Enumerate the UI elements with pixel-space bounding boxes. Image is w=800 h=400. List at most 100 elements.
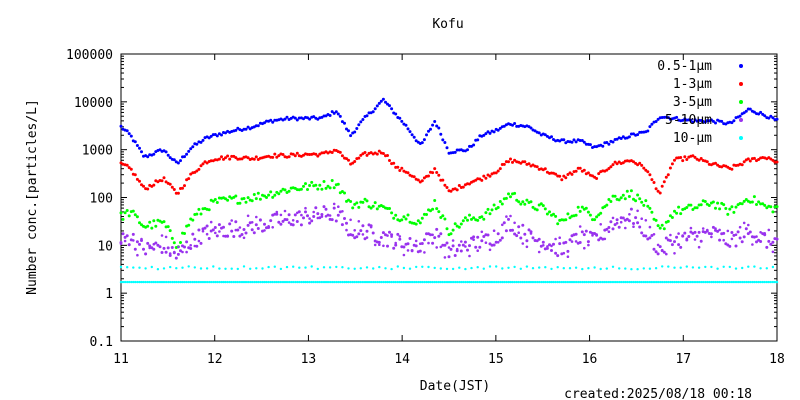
data-point bbox=[629, 189, 633, 193]
data-point bbox=[199, 140, 203, 144]
data-point bbox=[230, 229, 234, 233]
data-point bbox=[181, 250, 184, 254]
data-point bbox=[640, 200, 644, 204]
data-point bbox=[318, 216, 322, 220]
data-point bbox=[355, 201, 359, 205]
data-point bbox=[746, 232, 750, 236]
data-point bbox=[652, 181, 656, 184]
data-point bbox=[336, 213, 340, 217]
data-point bbox=[349, 280, 352, 284]
data-point bbox=[558, 236, 561, 239]
data-point bbox=[458, 266, 461, 269]
data-point bbox=[695, 234, 699, 238]
data-point bbox=[375, 207, 379, 211]
data-point bbox=[691, 120, 695, 124]
data-point bbox=[359, 280, 362, 284]
data-point bbox=[734, 267, 738, 270]
data-point bbox=[412, 175, 416, 179]
data-point bbox=[562, 251, 566, 255]
data-point bbox=[769, 242, 773, 246]
data-point bbox=[340, 120, 344, 124]
data-point bbox=[663, 280, 666, 284]
data-point bbox=[546, 280, 549, 284]
data-point bbox=[771, 280, 775, 284]
data-point bbox=[734, 280, 738, 284]
data-point bbox=[740, 163, 744, 167]
data-point bbox=[679, 212, 683, 216]
data-point bbox=[577, 280, 580, 284]
data-point bbox=[667, 280, 670, 284]
data-point bbox=[621, 193, 625, 197]
data-point bbox=[585, 280, 588, 284]
legend-marker bbox=[739, 64, 743, 68]
data-point bbox=[710, 235, 713, 239]
data-point bbox=[208, 280, 211, 284]
data-point bbox=[556, 254, 560, 258]
data-point bbox=[216, 280, 219, 284]
data-point bbox=[339, 280, 342, 284]
data-point bbox=[308, 280, 311, 284]
data-point bbox=[402, 215, 406, 219]
data-point bbox=[488, 280, 492, 284]
data-point bbox=[404, 217, 408, 221]
data-point bbox=[728, 207, 732, 211]
data-point bbox=[199, 280, 203, 284]
data-point bbox=[341, 210, 344, 213]
data-point bbox=[379, 236, 383, 239]
data-point bbox=[125, 163, 129, 167]
data-point bbox=[654, 120, 658, 123]
data-point bbox=[675, 235, 679, 239]
data-point bbox=[361, 118, 365, 121]
data-point bbox=[654, 280, 658, 284]
data-point bbox=[654, 250, 658, 254]
data-point bbox=[252, 193, 256, 196]
data-point bbox=[607, 230, 611, 233]
data-point bbox=[150, 265, 153, 269]
data-point bbox=[408, 267, 412, 270]
data-point bbox=[650, 178, 654, 182]
data-point bbox=[322, 205, 326, 209]
data-point bbox=[490, 280, 494, 284]
data-point bbox=[372, 267, 375, 270]
data-point bbox=[224, 280, 227, 284]
data-point bbox=[416, 219, 420, 223]
data-point bbox=[681, 280, 684, 284]
data-point bbox=[654, 218, 658, 222]
data-point bbox=[171, 280, 174, 284]
data-point bbox=[744, 227, 748, 231]
data-point bbox=[310, 280, 313, 284]
data-point bbox=[624, 267, 627, 270]
data-point bbox=[304, 210, 307, 214]
data-point bbox=[695, 280, 699, 284]
x-tick-label: 18 bbox=[769, 352, 785, 367]
data-point bbox=[173, 280, 176, 284]
data-point bbox=[757, 112, 761, 116]
data-point bbox=[537, 250, 541, 254]
data-point bbox=[492, 130, 496, 134]
data-point bbox=[463, 240, 467, 244]
data-point bbox=[255, 267, 258, 270]
data-point bbox=[664, 175, 668, 179]
data-point bbox=[687, 235, 691, 238]
data-point bbox=[503, 280, 506, 284]
data-point bbox=[246, 196, 250, 200]
data-point bbox=[238, 226, 242, 229]
data-point bbox=[628, 213, 631, 216]
data-point bbox=[710, 280, 713, 284]
data-point bbox=[142, 280, 145, 284]
data-point bbox=[328, 114, 332, 117]
data-point bbox=[521, 223, 525, 227]
data-point bbox=[617, 225, 621, 229]
data-point bbox=[455, 148, 459, 152]
data-point bbox=[437, 173, 441, 177]
data-point bbox=[357, 280, 360, 284]
data-point bbox=[238, 201, 242, 205]
data-point bbox=[413, 280, 416, 284]
data-point bbox=[763, 232, 766, 235]
data-point bbox=[580, 139, 584, 142]
data-point bbox=[775, 237, 779, 241]
data-point bbox=[154, 241, 158, 245]
x-tick-label: 11 bbox=[113, 352, 129, 367]
data-point bbox=[160, 234, 164, 237]
data-point bbox=[410, 249, 414, 253]
